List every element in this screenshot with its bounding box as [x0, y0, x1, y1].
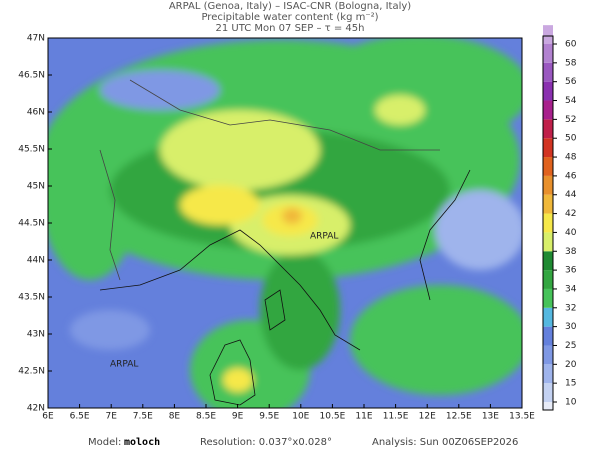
lon-label: 12.5E — [446, 412, 472, 422]
colorbar-segment — [543, 138, 553, 158]
colorbar-segment — [543, 81, 553, 101]
lat-label: 46.5N — [18, 71, 45, 81]
lat-label: 43N — [27, 330, 45, 340]
header-line: 21 UTC Mon 07 SEP – τ = 45h — [216, 23, 365, 34]
colorbar-segment — [543, 232, 553, 252]
colorbar-label: 20 — [565, 360, 577, 370]
colorbar-segment — [543, 326, 553, 346]
colorbar-label: 46 — [565, 171, 577, 181]
colorbar-label: 54 — [565, 96, 577, 106]
lon-label: 11.5E — [383, 412, 409, 422]
header-line: ARPAL (Genoa, Italy) – ISAC-CNR (Bologna… — [169, 1, 411, 12]
colorbar-segment — [543, 25, 553, 44]
footer-resolution: Resolution: 0.037°x0.028° — [200, 437, 332, 448]
lat-label: 45N — [27, 182, 45, 192]
lon-label: 11E — [355, 412, 372, 422]
lat-label: 42.5N — [18, 367, 45, 377]
colorbar-label: 10 — [565, 398, 577, 408]
lat-label: 42N — [27, 404, 45, 414]
footer-analysis: Analysis: Sun 00Z06SEP2026 — [372, 437, 518, 448]
colorbar-label: 42 — [565, 209, 576, 219]
lat-label: 45.5N — [18, 145, 45, 155]
lon-label: 13E — [482, 412, 499, 422]
colorbar-label: 32 — [565, 303, 576, 313]
colorbar-label: 56 — [565, 77, 577, 87]
lon-label: 6E — [42, 412, 54, 422]
colorbar-label: 48 — [565, 153, 577, 163]
lon-label: 8.5E — [196, 412, 216, 422]
lat-label: 46N — [27, 108, 45, 118]
lon-label: 7E — [105, 412, 117, 422]
colorbar-segment — [543, 62, 553, 82]
colorbar-label: 50 — [565, 134, 577, 144]
colorbar-label: 30 — [565, 322, 577, 332]
colorbar-segment — [543, 100, 553, 120]
footer-model-label: Model: — [88, 437, 121, 448]
lon-label: 7.5E — [133, 412, 153, 422]
colorbar-segment — [543, 345, 553, 365]
colorbar-segment — [543, 270, 553, 289]
colorbar-segment — [543, 175, 553, 195]
field — [48, 38, 522, 408]
lon-label: 13.5E — [509, 412, 535, 422]
colorbar-label: 60 — [565, 40, 577, 50]
colorbar-segment — [543, 364, 553, 384]
lon-label: 9E — [232, 412, 244, 422]
lon-label: 10E — [292, 412, 309, 422]
colorbar-segment — [543, 194, 553, 214]
colorbar-label: 52 — [565, 115, 576, 125]
colorbar-label: 15 — [565, 379, 576, 389]
colorbar-segment — [543, 288, 553, 308]
lon-label: 10.5E — [320, 412, 346, 422]
colorbar-segment — [543, 213, 553, 233]
colorbar-label: 25 — [565, 341, 576, 351]
footer-model-name: moloch — [124, 437, 160, 448]
colorbar-segment — [543, 119, 553, 139]
lat-label: 43.5N — [18, 293, 45, 303]
colorbar-label: 58 — [565, 58, 577, 68]
colorbar-label: 36 — [565, 266, 577, 276]
colorbar-segment — [543, 307, 553, 327]
colorbar-label: 44 — [565, 190, 577, 200]
watermark: ARPAL — [310, 232, 338, 242]
colorbar-label: 40 — [565, 228, 577, 238]
colorbar-segment — [543, 157, 553, 176]
lon-label: 8E — [169, 412, 181, 422]
watermark: ARPAL — [110, 360, 138, 370]
colorbar-label: 34 — [565, 284, 577, 294]
lon-label: 9.5E — [259, 412, 279, 422]
lat-label: 44.5N — [18, 219, 45, 229]
lat-label: 44N — [27, 256, 45, 266]
colorbar-label: 38 — [565, 247, 577, 257]
colorbar-segment — [543, 402, 553, 410]
lat-label: 47N — [27, 34, 45, 44]
colorbar-frame — [542, 35, 554, 411]
lon-label: 12E — [419, 412, 436, 422]
colorbar-segment — [543, 251, 553, 271]
lon-label: 6.5E — [70, 412, 90, 422]
colorbar-segment — [543, 383, 553, 402]
header-line: Precipitable water content (kg m⁻²) — [201, 12, 378, 23]
colorbar-segment — [543, 44, 553, 63]
